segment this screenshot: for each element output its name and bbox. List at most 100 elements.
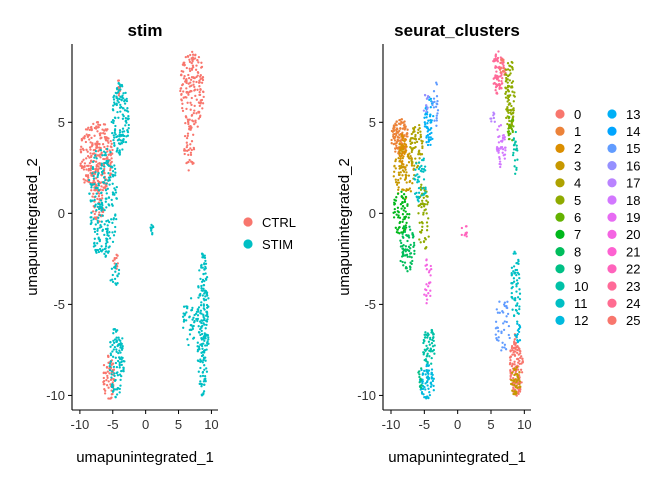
data-point [419,377,422,380]
data-point [186,149,189,153]
data-point [401,131,404,134]
data-point [112,217,116,220]
data-point [205,323,208,327]
data-point [393,136,397,139]
data-point [102,376,105,380]
data-point [427,119,430,122]
data-point [393,198,396,201]
data-point [510,120,513,123]
data-point [418,238,421,241]
data-point [424,247,427,250]
data-point [89,200,93,203]
data-point [507,127,510,130]
data-point [114,378,117,382]
data-point [406,128,409,131]
data-point [492,116,496,120]
data-point [90,211,93,214]
data-point [426,225,429,228]
data-point [514,390,517,393]
data-point [515,336,518,339]
data-point [184,149,187,152]
data-point [430,131,433,135]
data-point [418,221,421,224]
data-point [508,73,511,77]
data-point [429,138,432,141]
data-point [98,211,101,214]
data-point [201,294,204,297]
data-point [505,116,508,120]
data-point [96,229,99,232]
data-point [426,201,430,204]
data-point [198,269,201,272]
data-point [95,157,98,160]
data-point [107,172,110,175]
data-point [513,91,516,94]
data-point [424,288,427,291]
data-point [105,184,108,187]
data-point [425,283,428,286]
data-point [401,136,404,139]
data-point [431,137,434,141]
data-point [502,67,505,70]
data-point [193,104,196,108]
data-point [89,164,93,168]
data-point [192,146,195,150]
data-point [395,230,399,234]
data-point [397,186,400,189]
data-point [501,346,504,349]
data-point [403,120,406,123]
data-point [501,148,505,151]
data-point [109,378,113,382]
data-point [106,224,109,227]
data-point [124,140,128,144]
data-point [102,371,106,374]
legend-label: 18 [626,193,640,208]
data-point [520,371,524,374]
data-point [202,357,206,360]
data-point [506,300,509,303]
data-point [398,151,401,155]
data-point [515,381,518,384]
data-point [516,348,519,352]
data-point [424,388,427,391]
data-point [496,56,500,60]
data-point [79,150,83,153]
data-point [118,391,121,394]
data-point [199,366,202,370]
data-point [392,216,396,219]
data-point [418,230,422,234]
data-point [428,98,431,102]
data-point [401,213,405,216]
data-point [515,166,518,170]
data-point [432,333,435,336]
data-point [118,151,122,155]
data-point [201,319,204,322]
data-point [504,92,507,95]
data-point [96,170,100,173]
data-point [192,58,195,61]
data-point [109,279,112,282]
data-point [197,286,200,289]
data-point [422,211,425,214]
data-point [103,145,106,149]
data-point [501,62,504,66]
data-point [123,109,127,112]
data-point [117,268,121,272]
data-point [83,136,86,140]
data-point [151,225,155,228]
data-point [111,382,114,386]
data-point [205,320,209,323]
data-point [403,125,406,129]
data-point [197,71,200,75]
data-point [107,176,111,179]
data-point [430,121,433,124]
data-point [423,165,427,168]
data-point [97,165,100,168]
data-point [106,370,109,373]
data-point [425,395,429,398]
data-point [191,325,194,328]
data-point [419,188,423,191]
data-point [498,157,501,161]
data-point [95,167,98,171]
data-point [412,127,416,130]
